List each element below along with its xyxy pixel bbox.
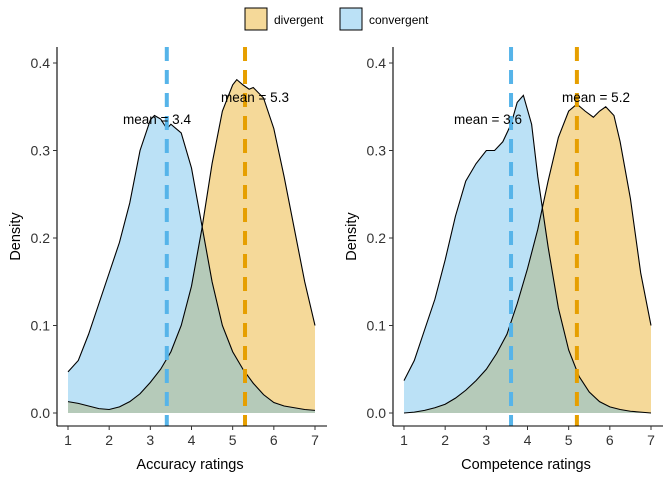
density-area-divergent (404, 104, 651, 413)
x-tick-label: 5 (565, 432, 573, 448)
x-tick-label: 4 (524, 432, 532, 448)
y-tick-label: 0.3 (367, 143, 387, 159)
x-tick-label: 6 (270, 432, 278, 448)
density-area-convergent (68, 115, 315, 413)
x-axis-title: Competence ratings (461, 457, 591, 473)
legend-key-divergent (244, 7, 268, 31)
mean-label-convergent: mean = 3.6 (454, 112, 522, 127)
y-axis-title: Density (8, 212, 24, 261)
y-tick-label: 0.2 (367, 230, 387, 246)
mean-label-divergent: mean = 5.2 (562, 90, 630, 105)
y-tick-label: 0.4 (367, 55, 387, 71)
mean-label-convergent: mean = 3.4 (123, 112, 191, 127)
legend-key-convergent (339, 7, 363, 31)
legend-label-convergent: convergent (369, 13, 429, 27)
x-tick-label: 3 (482, 432, 490, 448)
x-tick-label: 2 (441, 432, 449, 448)
density-line-convergent (403, 94, 652, 414)
legend: divergent convergent (244, 7, 429, 31)
x-tick-label: 1 (400, 432, 408, 448)
x-tick-label: 5 (229, 432, 237, 448)
panel-accuracy: mean = 3.4 mean = 5.3 1 2 3 4 5 6 7 0.0 0.1 0.2 0.3 0… (8, 47, 327, 473)
y-tick-label: 0.2 (31, 230, 51, 246)
x-axis-title: Accuracy ratings (136, 457, 243, 473)
y-tick-label: 0.0 (31, 405, 51, 421)
x-tick-label: 1 (64, 432, 72, 448)
y-tick-label: 0.1 (31, 318, 51, 334)
y-tick-label: 0.3 (31, 143, 51, 159)
density-line-divergent (403, 103, 652, 414)
y-tick-label: 0.4 (31, 55, 51, 71)
density-line-convergent (67, 114, 316, 411)
x-tick-label: 7 (311, 432, 319, 448)
y-tick-label: 0.1 (367, 318, 387, 334)
legend-label-divergent: divergent (274, 13, 324, 27)
density-area-divergent (68, 79, 315, 413)
x-tick-label: 7 (647, 432, 655, 448)
y-axis-title: Density (344, 212, 360, 261)
y-tick-label: 0.0 (367, 405, 387, 421)
x-tick-label: 2 (105, 432, 113, 448)
x-tick-label: 4 (188, 432, 196, 448)
panel-competence: mean = 3.6 mean = 5.2 1 2 3 4 5 6 7 0.0 0.1 0.2 0.3 0… (344, 47, 663, 473)
x-tick-label: 6 (606, 432, 614, 448)
density-line-divergent (67, 78, 316, 411)
x-tick-label: 3 (146, 432, 154, 448)
density-area-convergent (404, 95, 651, 413)
mean-label-divergent: mean = 5.3 (221, 90, 289, 105)
